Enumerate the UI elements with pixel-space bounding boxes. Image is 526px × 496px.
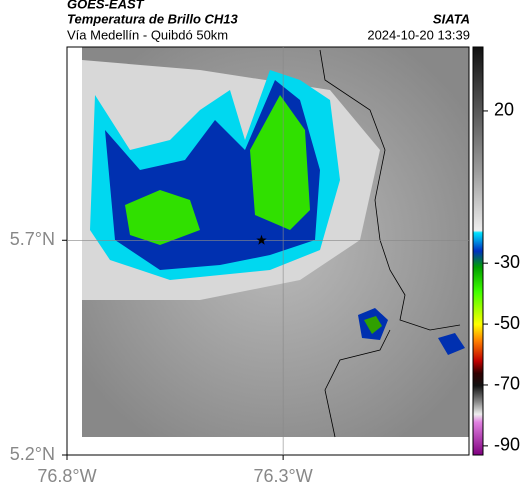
map-frame: [66, 46, 470, 456]
timestamp: 2024-10-20 13:39: [367, 27, 470, 42]
y-tick-label: 5.2°N: [10, 444, 55, 464]
colorbar-tick-label: 20: [494, 100, 514, 120]
cold-core: [125, 95, 310, 245]
axes: 76.8°W 76.3°W 5.7°N 5.2°N 20 -30 -50 -70 -90: [10, 47, 520, 486]
title: Temperatura de Brillo CH13: [67, 11, 239, 26]
colorbar-tick-label: -50: [494, 313, 520, 333]
route: Vía Medellín - Quibdó 50km: [67, 27, 228, 42]
source: GOES-EAST: [67, 0, 145, 11]
cold-cloud: [358, 308, 465, 355]
x-tick-label: 76.8°W: [37, 466, 96, 486]
location-marker: [256, 234, 267, 245]
colorbar-tick-label: -30: [494, 252, 520, 272]
colorbar: [472, 46, 484, 456]
cold-core: [364, 316, 382, 334]
header: GOES-EAST Temperatura de Brillo CH13 Vía…: [67, 0, 470, 42]
y-tick-label: 5.7°N: [10, 229, 55, 249]
brand: SIATA: [433, 11, 470, 26]
satellite-image: [82, 47, 469, 438]
x-tick-label: 76.3°W: [254, 466, 313, 486]
colorbar-tick-label: -70: [494, 374, 520, 394]
colorbar-tick-label: -90: [494, 435, 520, 455]
